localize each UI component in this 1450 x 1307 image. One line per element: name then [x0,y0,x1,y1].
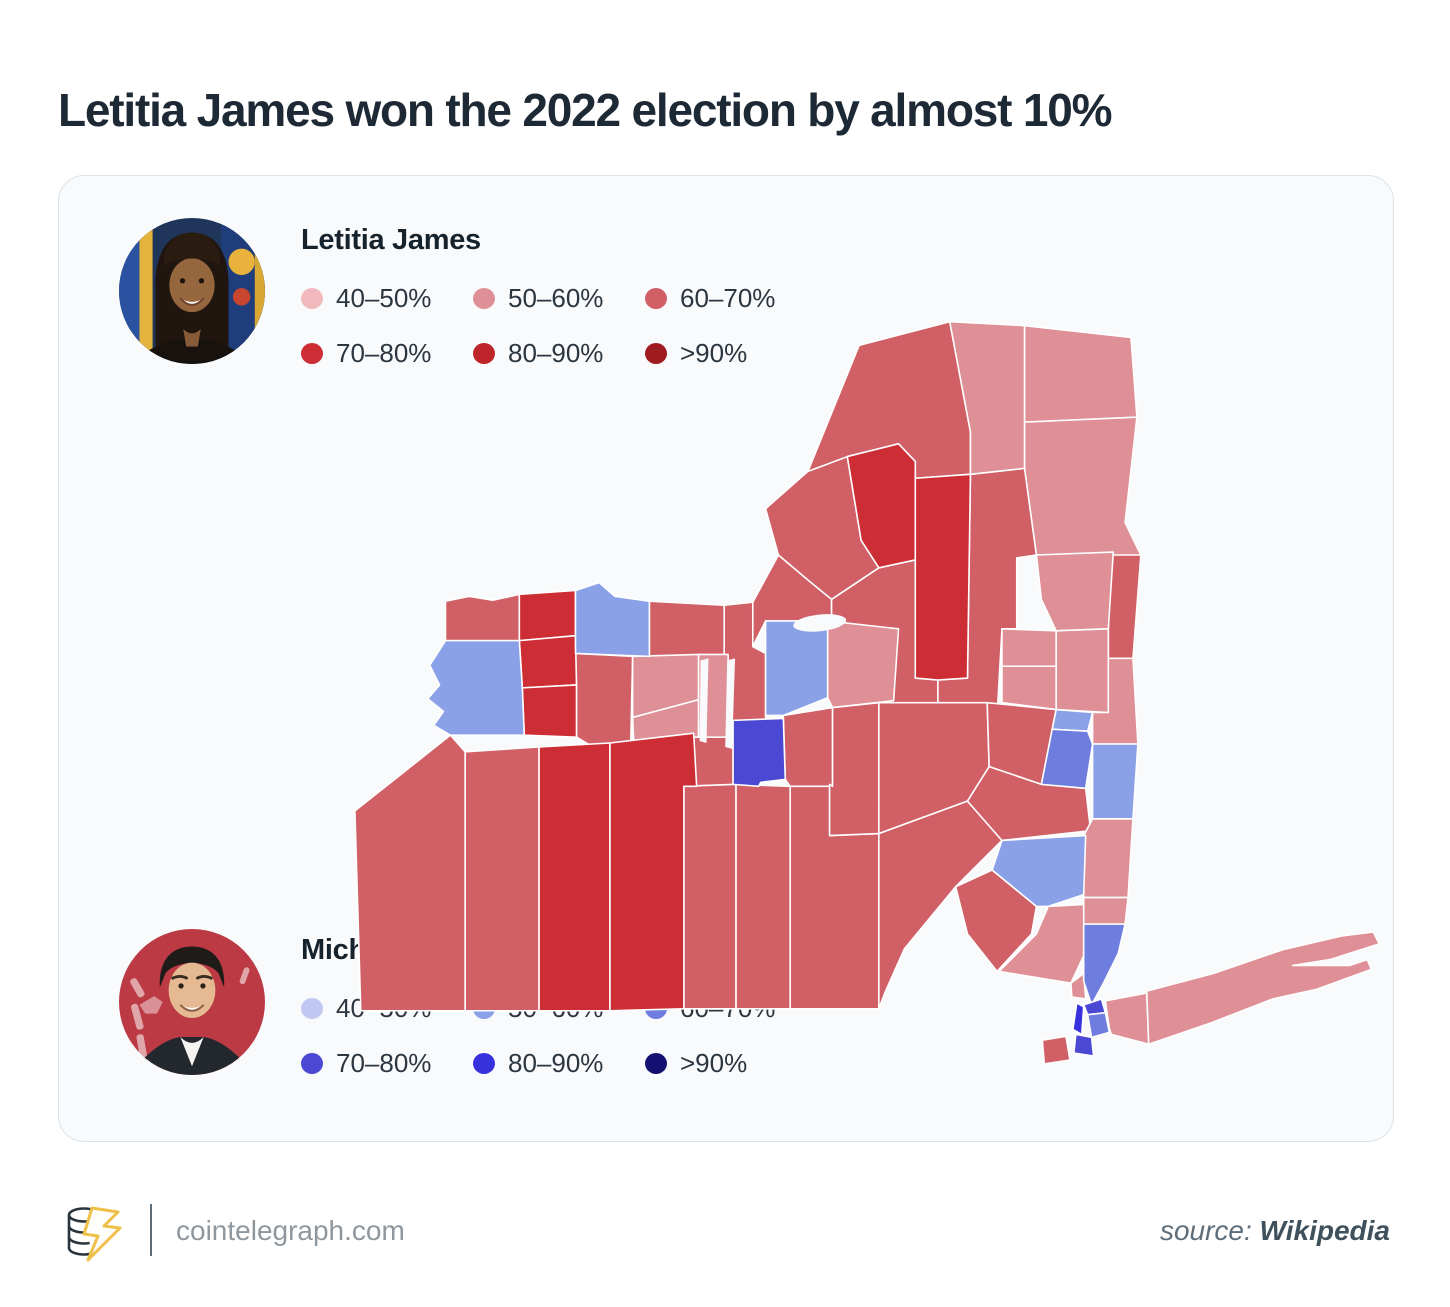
michael-henry-portrait-icon [119,929,265,1075]
legend-item: >90% [645,1048,805,1079]
legend-item: 50–60% [473,283,645,314]
legend-swatch-icon [645,1053,667,1074]
letitia-james-portrait-icon [119,218,265,364]
legend-swatch-icon [301,343,323,364]
legend-item: 80–90% [473,1048,645,1079]
legend-swatch-icon [473,288,495,309]
legend-letitia-james: Letitia James 40–50% 50–60% 60–70% 70–80… [301,224,861,369]
legend-item: 70–80% [301,338,473,369]
legend-swatch-icon [473,1053,495,1074]
legend-item: 80–90% [473,338,645,369]
oneida-lake [793,614,847,632]
legend-item: 60–70% [645,283,805,314]
page-title: Letitia James won the 2022 election by a… [58,83,1112,136]
new-york-county-map [354,320,1380,1065]
footer: cointelegraph.com source: Wikipedia [58,1196,1392,1276]
source-value: Wikipedia [1259,1215,1390,1246]
source-credit: source: Wikipedia [1160,1215,1390,1247]
legend-swatch-icon [645,343,667,364]
legend-item: 40–50% [301,283,473,314]
legend-swatch-icon [645,288,667,309]
finger-lakes [699,614,847,749]
candidate-name: Letitia James [301,224,481,256]
cointelegraph-logo-icon [67,1206,122,1262]
site-name: cointelegraph.com [176,1215,405,1246]
map-card: Letitia James 40–50% 50–60% 60–70% 70–80… [58,175,1394,1142]
legend-swatch-icon [301,1053,323,1074]
avatar-michael-henry [119,929,265,1075]
legend-swatch-icon [473,343,495,364]
legend-swatch-icon [301,998,323,1019]
legend-grid: 40–50% 50–60% 60–70% 70–80% 80–90% >90% [301,283,861,369]
avatar-letitia-james [119,218,265,364]
legend-item: >90% [645,338,805,369]
footer-divider [150,1204,152,1256]
legend-swatch-icon [301,288,323,309]
legend-item: 70–80% [301,1048,473,1079]
source-label: source: [1159,1215,1252,1246]
